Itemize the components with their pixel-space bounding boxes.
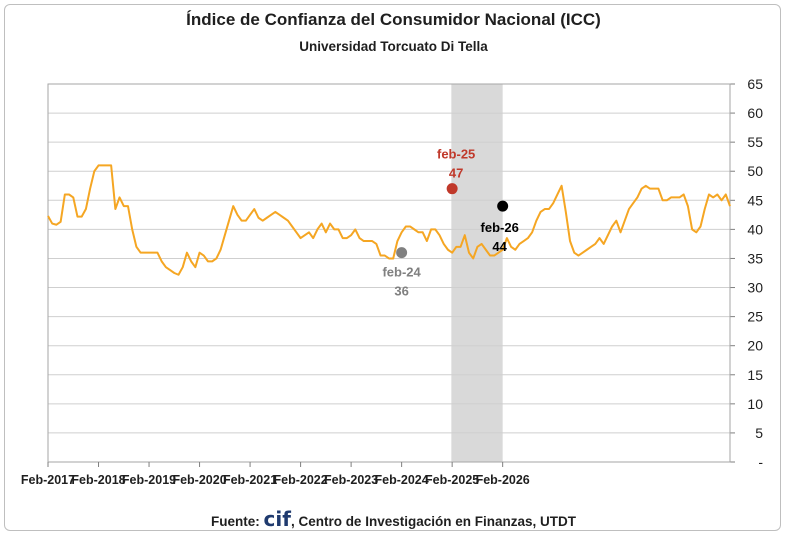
y-tick-label: 45 — [747, 192, 763, 208]
y-tick-label: - — [758, 454, 763, 470]
y-tick-label: 5 — [755, 425, 763, 441]
cif-logo: cif — [263, 507, 291, 531]
x-tick-label: Feb-2024 — [375, 473, 429, 487]
annotation-value-feb24: 36 — [394, 284, 408, 299]
footer-source: , Centro de Investigación en Finanzas, U… — [290, 514, 576, 529]
y-tick-label: 40 — [747, 221, 763, 237]
x-tick-label: Feb-2018 — [71, 473, 125, 487]
annotation-label-feb25: feb-25 — [437, 147, 475, 162]
x-tick-label: Feb-2026 — [476, 473, 530, 487]
y-tick-label: 20 — [747, 338, 763, 354]
y-tick-label: 30 — [747, 280, 763, 296]
x-tick-label: Feb-2020 — [172, 473, 226, 487]
annotation-label-feb26: feb-26 — [481, 220, 519, 235]
y-tick-label: 15 — [747, 367, 763, 383]
chart-subtitle: Universidad Torcuato Di Tella — [299, 39, 488, 54]
chart-title: Índice de Confianza del Consumidor Nacio… — [186, 10, 601, 29]
marker-feb24 — [396, 247, 408, 259]
plot-border — [47, 83, 731, 463]
y-tick-label: 65 — [747, 76, 763, 92]
footer-prefix: Fuente: — [211, 514, 264, 529]
annotation-value-feb25: 47 — [449, 166, 463, 181]
chart-footer: Fuente: cif, Centro de Investigación en … — [0, 507, 787, 531]
x-tick-label: Feb-2022 — [273, 473, 327, 487]
plot-area — [48, 84, 730, 462]
x-tick-label: Feb-2021 — [223, 473, 277, 487]
y-tick-label: 35 — [747, 250, 763, 266]
y-tick-label: 25 — [747, 309, 763, 325]
y-tick-label: 50 — [747, 163, 763, 179]
annotation-label-feb24: feb-24 — [382, 265, 421, 280]
x-tick-label: Feb-2019 — [122, 473, 176, 487]
marker-feb26 — [497, 200, 509, 212]
annotation-value-feb26: 44 — [492, 239, 507, 254]
marker-feb25 — [446, 183, 458, 195]
series-line-icc — [47, 164, 731, 276]
y-tick-label: 55 — [747, 134, 763, 150]
x-tick-label: Feb-2017 — [21, 473, 75, 487]
shaded-region — [451, 84, 503, 462]
y-tick-label: 60 — [747, 105, 763, 121]
y-tick-label: 10 — [747, 396, 763, 412]
x-tick-label: Feb-2023 — [324, 473, 378, 487]
x-tick-label: Feb-2025 — [425, 473, 479, 487]
